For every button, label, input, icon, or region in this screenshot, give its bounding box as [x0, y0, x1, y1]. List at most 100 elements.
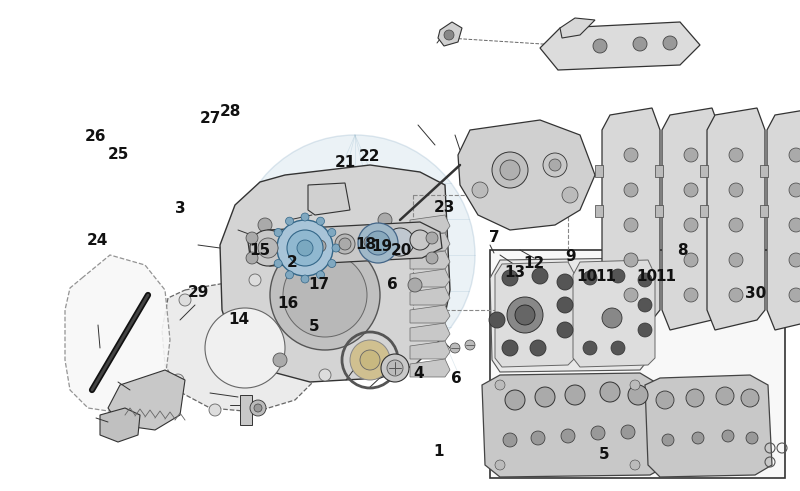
- Circle shape: [312, 289, 324, 301]
- Circle shape: [426, 232, 438, 244]
- Circle shape: [530, 340, 546, 356]
- Circle shape: [277, 220, 333, 276]
- Bar: [490, 250, 785, 478]
- Bar: [700, 165, 708, 177]
- Text: 17: 17: [308, 277, 329, 292]
- Circle shape: [729, 183, 743, 197]
- Circle shape: [286, 271, 294, 279]
- Circle shape: [684, 148, 698, 162]
- Circle shape: [549, 159, 561, 171]
- Text: 14: 14: [228, 312, 249, 327]
- Text: 11: 11: [595, 269, 616, 284]
- Circle shape: [339, 238, 351, 250]
- Circle shape: [289, 242, 301, 254]
- Text: 7: 7: [489, 230, 500, 245]
- Polygon shape: [108, 370, 185, 430]
- Text: 13: 13: [504, 265, 525, 280]
- Circle shape: [611, 269, 625, 283]
- Text: 8: 8: [677, 243, 688, 258]
- Circle shape: [638, 273, 652, 287]
- Circle shape: [602, 308, 622, 328]
- Circle shape: [314, 240, 326, 252]
- Text: 24: 24: [87, 233, 108, 248]
- Circle shape: [335, 234, 355, 254]
- Circle shape: [270, 240, 380, 350]
- Circle shape: [502, 270, 518, 286]
- Text: 18: 18: [355, 237, 376, 252]
- Text: 29: 29: [188, 285, 209, 300]
- Circle shape: [557, 274, 573, 290]
- Polygon shape: [410, 287, 450, 305]
- Circle shape: [410, 230, 430, 250]
- Circle shape: [741, 389, 759, 407]
- Polygon shape: [458, 120, 595, 230]
- Circle shape: [363, 361, 377, 375]
- Text: 5: 5: [598, 447, 610, 462]
- Circle shape: [358, 223, 398, 263]
- Circle shape: [254, 404, 262, 412]
- Circle shape: [328, 228, 336, 237]
- Circle shape: [297, 240, 313, 256]
- Polygon shape: [410, 233, 450, 251]
- Circle shape: [258, 218, 272, 232]
- Text: 5: 5: [309, 319, 320, 334]
- Circle shape: [505, 390, 525, 410]
- Circle shape: [684, 218, 698, 232]
- Text: 30: 30: [746, 286, 766, 301]
- Circle shape: [319, 369, 331, 381]
- Polygon shape: [540, 22, 700, 70]
- Bar: [700, 205, 708, 217]
- Circle shape: [686, 389, 704, 407]
- Circle shape: [274, 260, 282, 268]
- Text: 10: 10: [636, 269, 657, 284]
- Polygon shape: [602, 108, 660, 330]
- Circle shape: [562, 187, 578, 203]
- Circle shape: [684, 253, 698, 267]
- Polygon shape: [410, 341, 450, 359]
- Circle shape: [624, 288, 638, 302]
- Circle shape: [273, 353, 287, 367]
- Polygon shape: [482, 373, 668, 477]
- Circle shape: [507, 297, 543, 333]
- Circle shape: [684, 183, 698, 197]
- Circle shape: [310, 236, 330, 256]
- Circle shape: [246, 232, 258, 244]
- Circle shape: [360, 350, 380, 370]
- Circle shape: [565, 385, 585, 405]
- Circle shape: [381, 354, 409, 382]
- Circle shape: [285, 238, 305, 258]
- Circle shape: [624, 183, 638, 197]
- Circle shape: [283, 253, 367, 337]
- Circle shape: [633, 37, 647, 51]
- Circle shape: [172, 374, 184, 386]
- Circle shape: [729, 288, 743, 302]
- Text: 15: 15: [250, 243, 270, 258]
- Text: 4: 4: [413, 366, 424, 381]
- Circle shape: [444, 30, 454, 40]
- Circle shape: [600, 382, 620, 402]
- Polygon shape: [767, 108, 800, 330]
- Polygon shape: [560, 18, 595, 38]
- Circle shape: [722, 430, 734, 442]
- Circle shape: [472, 182, 488, 198]
- Circle shape: [561, 429, 575, 443]
- Polygon shape: [410, 215, 450, 233]
- Circle shape: [350, 340, 390, 380]
- Polygon shape: [410, 251, 450, 269]
- Polygon shape: [410, 359, 450, 377]
- Polygon shape: [490, 258, 648, 372]
- Text: 26: 26: [86, 129, 106, 144]
- Circle shape: [624, 253, 638, 267]
- Circle shape: [593, 39, 607, 53]
- Polygon shape: [707, 108, 765, 330]
- Circle shape: [495, 460, 505, 470]
- Circle shape: [789, 148, 800, 162]
- Circle shape: [729, 148, 743, 162]
- Circle shape: [515, 305, 535, 325]
- Circle shape: [378, 213, 392, 227]
- Circle shape: [729, 253, 743, 267]
- Circle shape: [789, 183, 800, 197]
- Text: 16: 16: [278, 296, 298, 311]
- Polygon shape: [248, 222, 442, 266]
- Circle shape: [630, 460, 640, 470]
